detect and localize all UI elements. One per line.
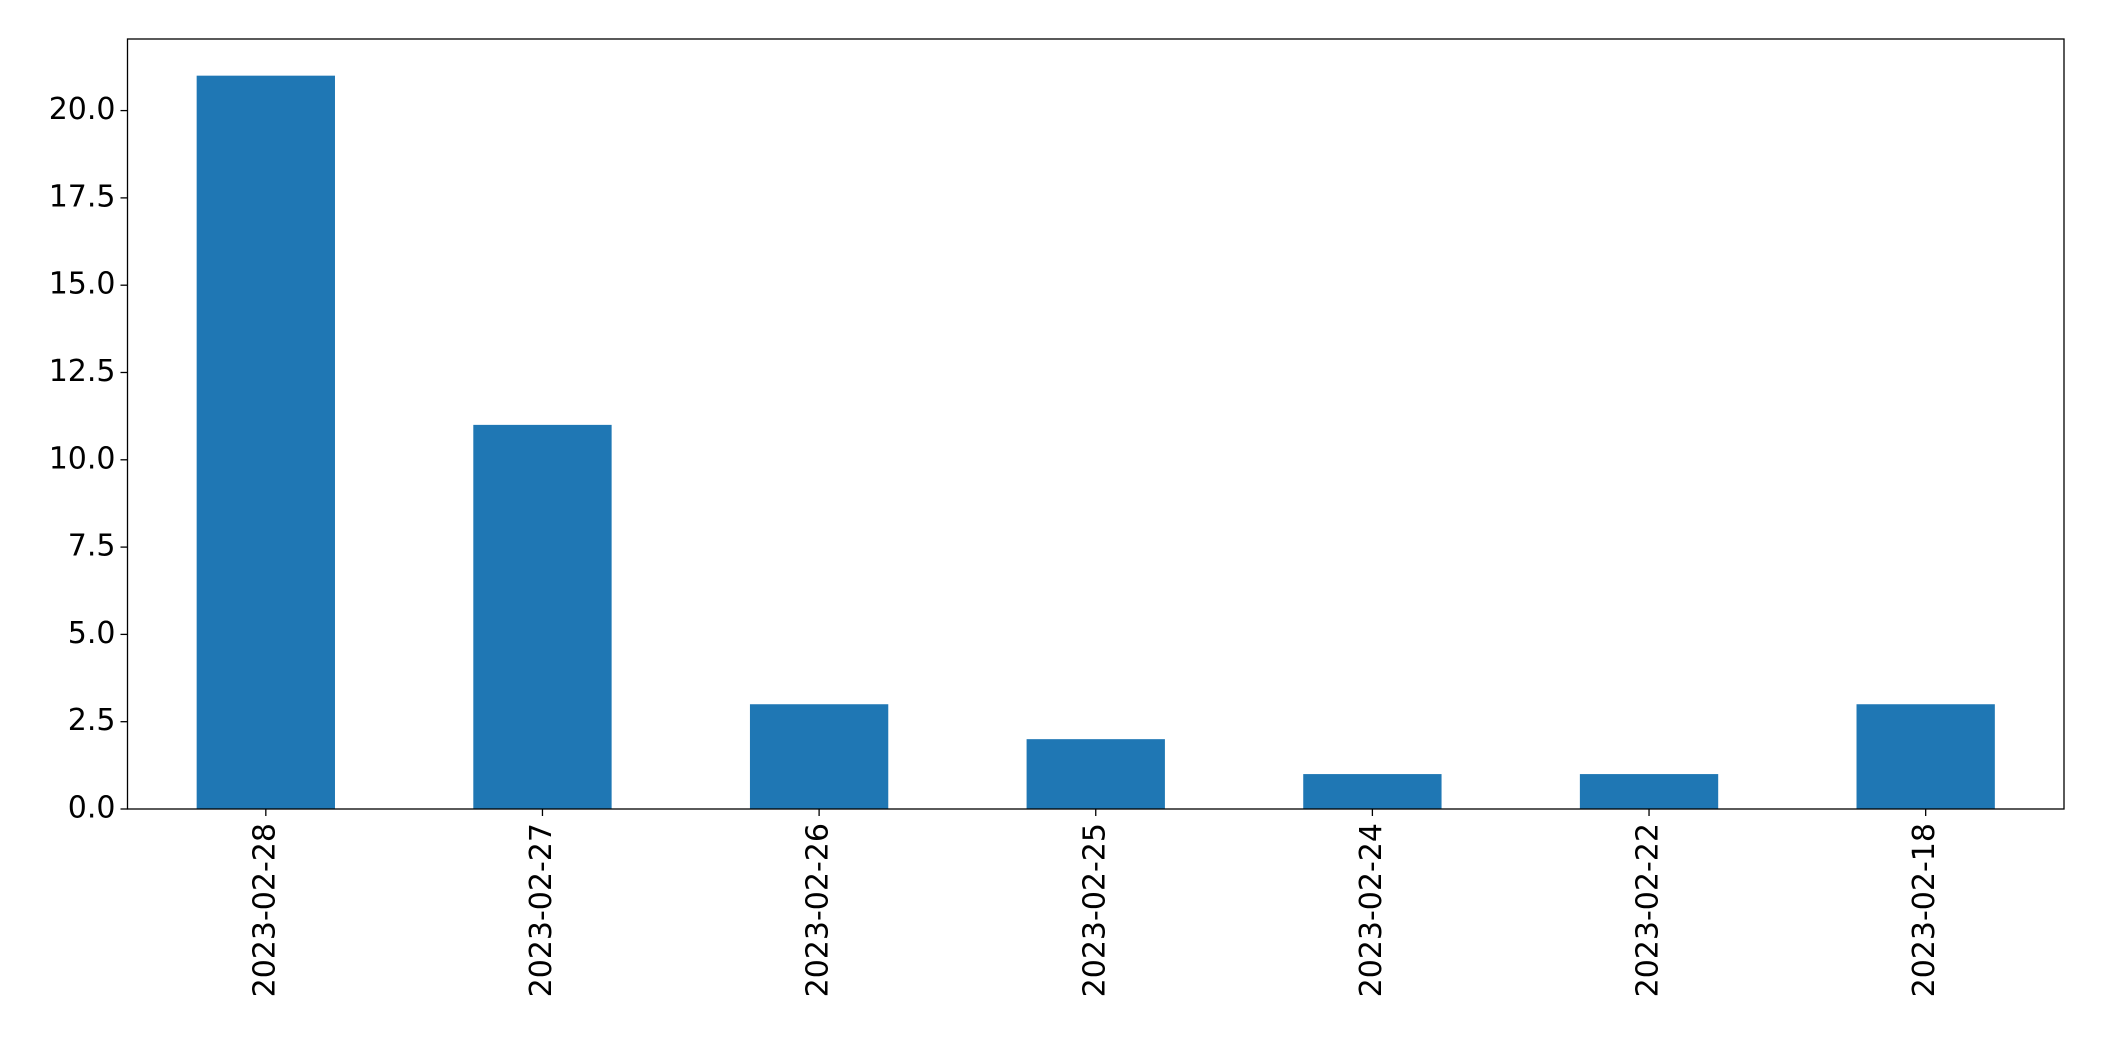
bar bbox=[1303, 774, 1442, 809]
y-tick-label: 7.5 bbox=[68, 529, 116, 564]
y-tick-label: 15.0 bbox=[49, 267, 116, 302]
plot-frame bbox=[126, 38, 2065, 810]
bar bbox=[749, 704, 889, 809]
bar bbox=[196, 75, 335, 809]
bar bbox=[1856, 704, 1995, 809]
bar bbox=[1579, 774, 1719, 809]
y-tick-label: 0.0 bbox=[68, 791, 116, 826]
x-tick-label: 2023-02-18 bbox=[1907, 823, 1942, 997]
y-tick-label: 5.0 bbox=[68, 616, 116, 651]
y-tick-label: 10.0 bbox=[49, 441, 116, 476]
x-tick-label: 2023-02-25 bbox=[1077, 823, 1112, 997]
x-tick-label: 2023-02-22 bbox=[1631, 823, 1666, 997]
y-tick-label: 20.0 bbox=[49, 92, 116, 127]
x-tick-label: 2023-02-26 bbox=[801, 823, 836, 997]
x-tick-label: 2023-02-27 bbox=[524, 823, 559, 997]
bar bbox=[473, 424, 612, 809]
bar bbox=[1026, 739, 1165, 809]
x-tick-label: 2023-02-28 bbox=[247, 823, 282, 997]
y-tick-label: 2.5 bbox=[68, 703, 116, 738]
x-tick-label: 2023-02-24 bbox=[1354, 823, 1389, 997]
y-tick-label: 12.5 bbox=[49, 354, 116, 389]
y-tick-label: 17.5 bbox=[49, 179, 116, 214]
